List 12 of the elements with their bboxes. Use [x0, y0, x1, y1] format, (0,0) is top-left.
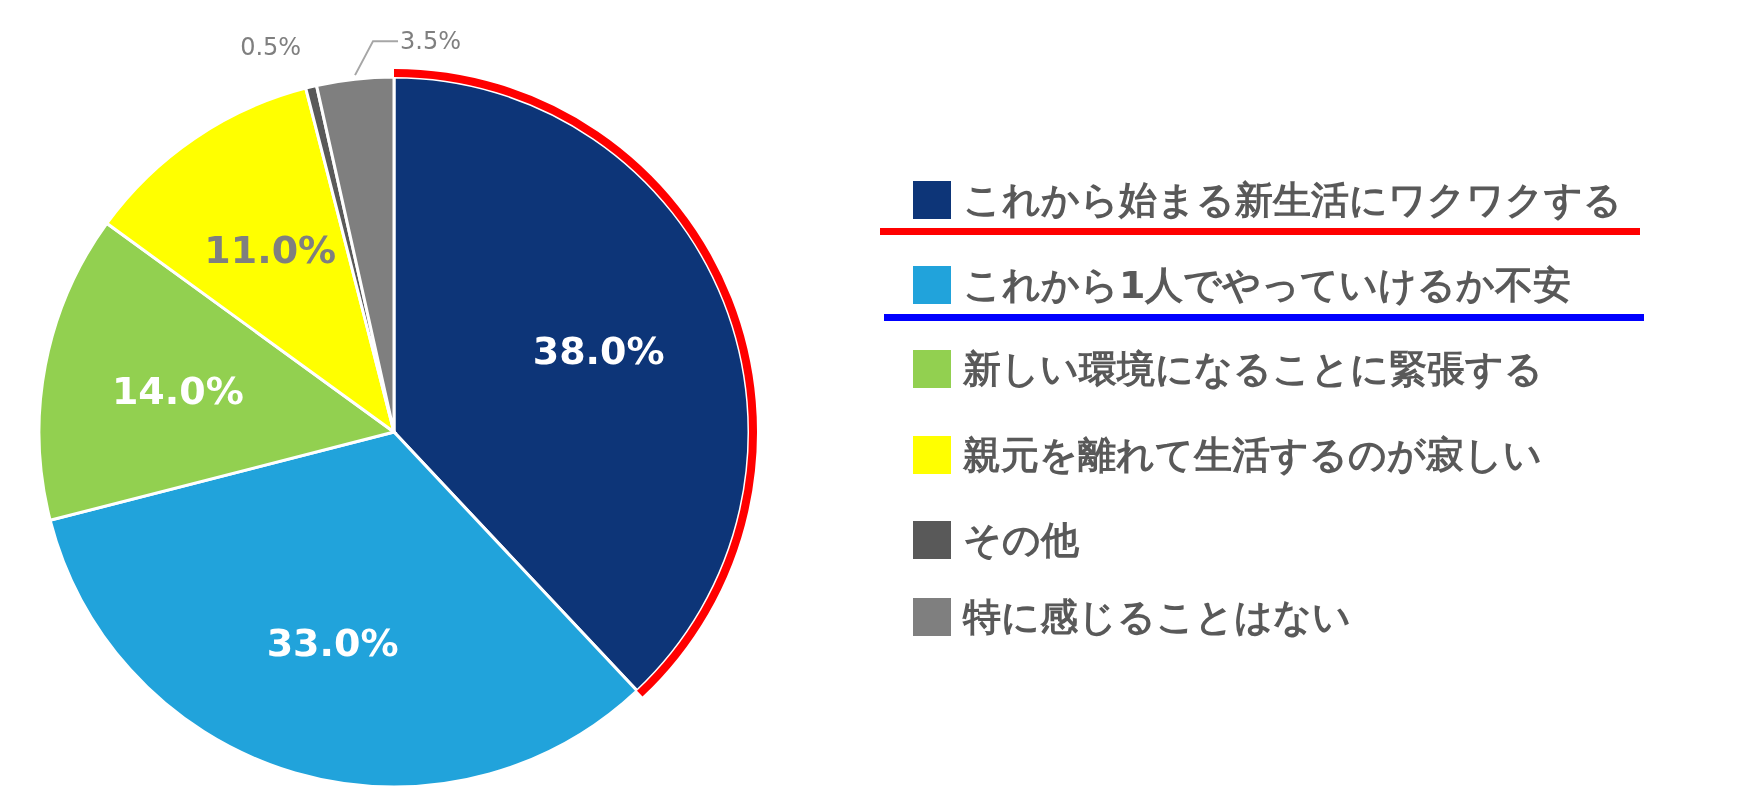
- data-label: 33.0%: [266, 621, 399, 666]
- legend-label: これから1人でやっていけるか不安: [963, 263, 1572, 307]
- data-label: 11.0%: [204, 227, 337, 272]
- data-label: 38.0%: [532, 328, 665, 373]
- data-label: 3.5%: [400, 27, 462, 56]
- legend-label: 親元を離れて生活するのが寂しい: [962, 433, 1542, 477]
- legend-label: これから始まる新生活にワクワクする: [963, 178, 1622, 222]
- legend-label: その他: [963, 518, 1080, 562]
- data-label: 14.0%: [111, 368, 244, 413]
- legend-label: 特に感じることはない: [962, 595, 1351, 639]
- data-label: 0.5%: [240, 32, 302, 61]
- legend-label: 新しい環境になることに緊張する: [962, 347, 1543, 391]
